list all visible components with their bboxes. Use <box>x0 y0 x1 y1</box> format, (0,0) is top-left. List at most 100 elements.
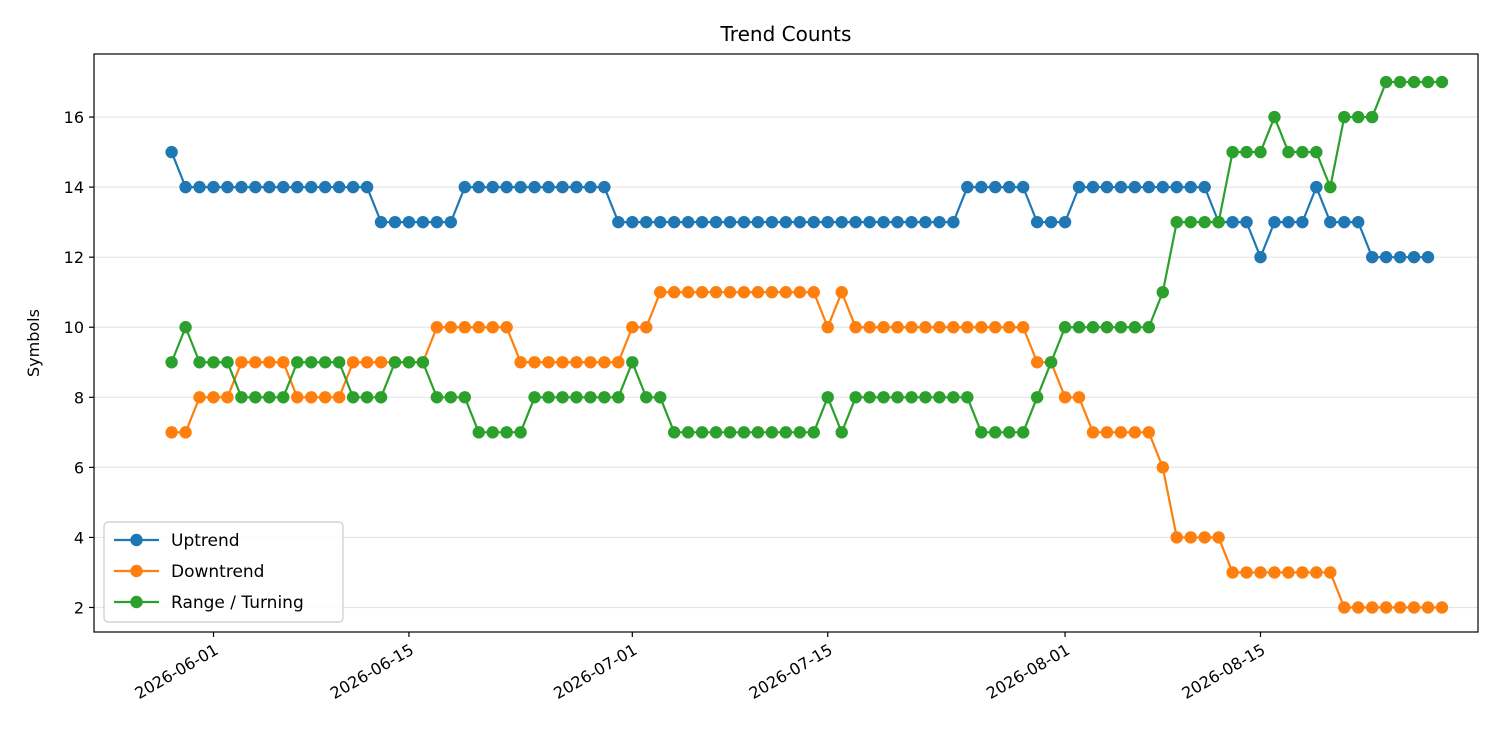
data-point <box>318 356 332 369</box>
data-point <box>249 180 262 194</box>
data-point <box>863 215 876 229</box>
data-point <box>1184 180 1197 194</box>
data-point <box>277 180 290 194</box>
data-point <box>318 391 332 404</box>
data-point <box>500 180 513 194</box>
data-point <box>961 321 974 334</box>
data-point <box>989 180 1002 194</box>
data-point <box>612 356 625 369</box>
data-point <box>1030 391 1044 404</box>
data-point <box>933 215 946 229</box>
data-point <box>765 286 779 299</box>
data-point <box>1198 215 1211 229</box>
data-point <box>737 426 751 439</box>
data-point <box>1407 601 1421 614</box>
data-point <box>1198 531 1211 544</box>
data-point <box>1393 250 1407 264</box>
data-point <box>1338 215 1351 229</box>
data-point <box>961 391 974 404</box>
data-point <box>681 286 695 299</box>
data-point <box>235 391 248 404</box>
data-point <box>1128 180 1142 194</box>
data-point <box>221 391 234 404</box>
data-point <box>416 215 430 229</box>
data-point <box>193 356 206 369</box>
data-point <box>1365 250 1379 264</box>
data-point <box>598 180 611 194</box>
data-point <box>1365 110 1379 124</box>
data-point <box>905 391 918 404</box>
data-point <box>332 391 346 404</box>
data-point <box>1324 180 1337 194</box>
y-tick-label: 4 <box>74 528 84 547</box>
data-point <box>891 391 904 404</box>
data-point <box>165 145 178 159</box>
data-point <box>277 356 290 369</box>
data-point <box>542 180 555 194</box>
data-point <box>556 180 569 194</box>
data-point <box>388 356 402 369</box>
data-point <box>1435 75 1449 89</box>
data-point <box>723 426 737 439</box>
data-point <box>1072 391 1086 404</box>
data-point <box>1324 566 1337 579</box>
y-tick-label: 14 <box>64 178 84 197</box>
data-point <box>849 391 862 404</box>
data-point <box>681 426 695 439</box>
data-point <box>193 180 206 194</box>
data-point <box>165 356 178 369</box>
data-point <box>1254 250 1267 264</box>
data-point <box>1393 601 1407 614</box>
data-point <box>612 391 625 404</box>
data-point <box>1212 215 1225 229</box>
data-point <box>1338 110 1351 124</box>
data-point <box>472 180 485 194</box>
data-point <box>360 356 374 369</box>
data-point <box>1282 566 1295 579</box>
data-point <box>933 391 946 404</box>
data-point <box>849 215 862 229</box>
data-point <box>640 321 653 334</box>
data-point <box>584 180 597 194</box>
data-point <box>1379 601 1393 614</box>
data-point <box>765 426 779 439</box>
data-point <box>193 391 206 404</box>
data-point <box>975 321 988 334</box>
data-point <box>570 391 583 404</box>
data-point <box>709 286 723 299</box>
data-point <box>863 391 876 404</box>
data-point <box>1156 180 1169 194</box>
data-point <box>1030 356 1044 369</box>
data-point <box>207 356 220 369</box>
data-point <box>695 286 709 299</box>
series-group <box>165 75 1449 614</box>
data-point <box>584 391 597 404</box>
plot-frame <box>93 53 1479 633</box>
data-point <box>877 215 890 229</box>
data-point <box>318 180 332 194</box>
data-point <box>1016 180 1030 194</box>
data-point <box>458 180 471 194</box>
data-point <box>975 426 988 439</box>
data-point <box>556 391 569 404</box>
data-point <box>640 215 653 229</box>
data-point <box>1072 180 1086 194</box>
data-point <box>1393 75 1407 89</box>
data-point <box>807 426 820 439</box>
data-point <box>542 356 555 369</box>
data-point <box>179 180 192 194</box>
data-point <box>1296 145 1309 159</box>
data-point <box>1407 250 1421 264</box>
data-point <box>667 215 681 229</box>
data-point <box>779 286 793 299</box>
data-point <box>793 426 807 439</box>
data-point <box>1086 180 1100 194</box>
data-point <box>1142 321 1156 334</box>
y-axis: 2 4 6 8 10 12 14 16 <box>64 108 94 617</box>
data-point <box>835 215 848 229</box>
data-point <box>807 215 820 229</box>
data-point <box>1226 145 1239 159</box>
data-point <box>947 321 960 334</box>
data-point <box>1198 180 1211 194</box>
